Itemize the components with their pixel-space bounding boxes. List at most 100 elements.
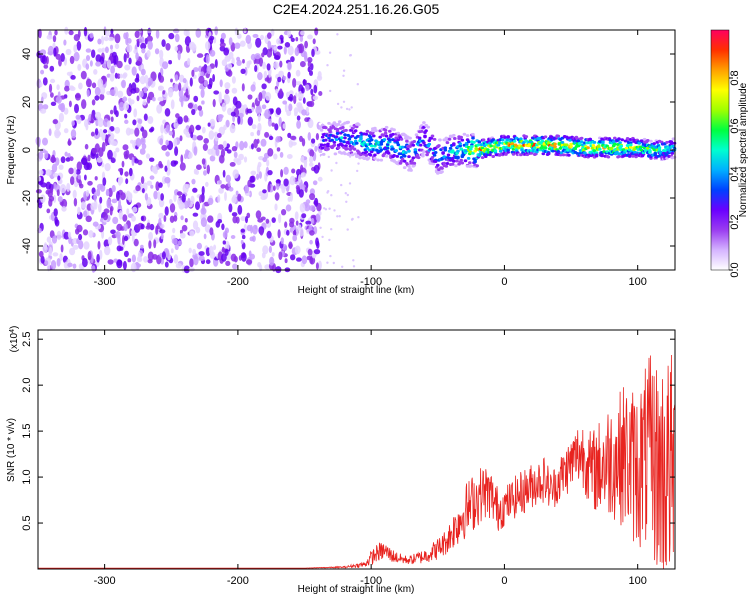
noise-blob <box>279 151 284 158</box>
noise-blob <box>68 30 74 36</box>
noise-blob <box>207 122 211 127</box>
noise-blob <box>104 136 109 147</box>
noise-blob <box>70 129 77 139</box>
ridge-cell <box>456 155 460 159</box>
noise-blob <box>149 223 155 231</box>
noise-blob <box>107 259 114 265</box>
noise-blob <box>204 224 211 233</box>
noise-blob <box>196 242 202 250</box>
noise-blob <box>67 138 71 146</box>
noise-blob <box>69 156 74 162</box>
noise-blob <box>123 250 129 258</box>
noise-blob <box>128 167 133 177</box>
noise-blob <box>90 113 94 124</box>
noise-blob <box>200 217 207 228</box>
noise-blob <box>143 256 149 263</box>
colorbar-label: Normalized spectral amplitude <box>738 82 749 217</box>
ridge-cell <box>594 151 599 155</box>
ridge-cell <box>519 137 523 141</box>
noise-blob <box>250 84 256 92</box>
ridge-cell <box>563 146 568 150</box>
noise-blob <box>174 243 179 251</box>
noise-blob <box>90 202 97 211</box>
noise-blob <box>222 240 226 245</box>
spectrogram-noise <box>35 26 362 274</box>
noise-blob <box>217 194 221 203</box>
noise-blob <box>221 59 228 67</box>
noise-blob <box>73 51 80 62</box>
noise-blob <box>287 71 291 79</box>
noise-blob <box>85 63 90 70</box>
noise-blob <box>290 135 297 140</box>
noise-blob <box>183 128 189 135</box>
noise-blob <box>176 191 183 196</box>
noise-dot <box>329 254 332 258</box>
noise-blob <box>242 59 245 64</box>
noise-blob <box>207 215 214 223</box>
noise-blob <box>203 233 207 240</box>
noise-blob <box>286 154 293 159</box>
ridge-cell <box>318 150 323 154</box>
noise-blob <box>260 195 267 200</box>
noise-blob <box>42 137 48 146</box>
noise-blob <box>83 241 90 250</box>
noise-blob <box>244 184 248 194</box>
noise-blob <box>273 61 279 69</box>
ridge-cell <box>422 121 426 125</box>
ridge-cell <box>510 142 515 146</box>
noise-blob <box>56 230 62 241</box>
noise-dot <box>342 100 346 104</box>
ridge-cell <box>425 153 429 157</box>
ridge-cell <box>617 152 621 156</box>
noise-blob <box>213 90 220 95</box>
noise-blob <box>189 77 193 87</box>
ridge-cell <box>553 145 557 149</box>
snr-y-label: SNR (10 * v/v) <box>6 418 17 482</box>
ridge-cell <box>432 153 437 157</box>
ridge-cell <box>392 128 396 132</box>
noise-blob <box>91 49 96 58</box>
noise-blob <box>63 39 67 46</box>
ridge-cell <box>556 134 561 138</box>
ridge-cell <box>459 147 464 151</box>
noise-blob <box>184 218 188 223</box>
ridge-cell <box>388 138 392 142</box>
ridge-cell <box>364 153 369 157</box>
noise-blob <box>228 37 233 46</box>
noise-blob <box>173 122 179 129</box>
noise-blob <box>279 60 283 68</box>
noise-blob <box>287 132 292 138</box>
noise-blob <box>295 69 301 77</box>
ridge-cell <box>579 136 584 140</box>
ridge-cell <box>324 138 328 142</box>
noise-blob <box>203 79 209 87</box>
ridge-cell <box>459 158 464 162</box>
ridge-cell <box>657 148 662 152</box>
noise-blob <box>71 120 75 126</box>
noise-blob <box>177 240 183 246</box>
noise-blob <box>58 58 62 67</box>
noise-blob <box>310 63 314 71</box>
noise-dot <box>341 265 344 268</box>
noise-dot <box>349 125 352 128</box>
ridge-cell <box>343 133 347 137</box>
noise-blob <box>82 257 88 268</box>
noise-blob <box>126 86 133 97</box>
noise-blob <box>212 99 216 108</box>
noise-blob <box>60 53 65 62</box>
snr-frame <box>37 329 676 570</box>
ridge-cell <box>447 168 452 172</box>
noise-blob <box>39 250 44 258</box>
ridge-cell <box>440 170 444 174</box>
noise-blob <box>275 136 281 143</box>
noise-blob <box>60 244 64 253</box>
noise-blob <box>283 46 287 55</box>
ridge-cell <box>358 156 362 160</box>
ridge-cell <box>529 151 534 155</box>
noise-blob <box>193 255 199 266</box>
ridge-cell <box>350 153 355 157</box>
noise-blob <box>158 198 165 208</box>
noise-blob <box>259 229 264 236</box>
noise-blob <box>110 44 113 50</box>
ridge-cell <box>404 151 408 155</box>
